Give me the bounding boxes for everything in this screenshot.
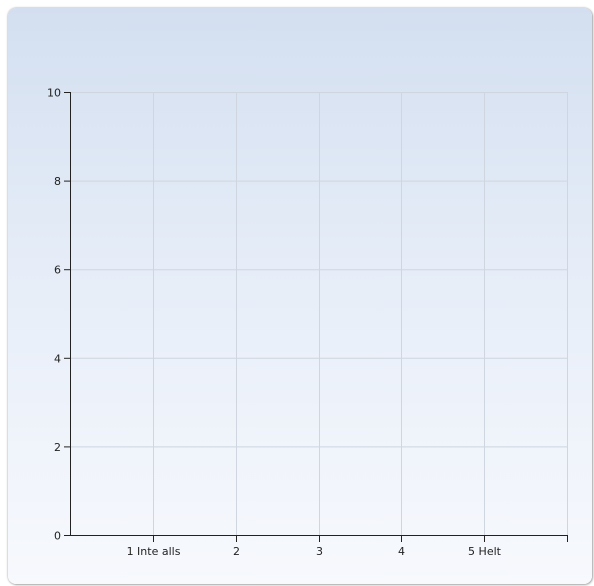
y-tick-label: 0 [54,530,61,543]
chart-panel: 0 2 4 6 8 10 1 Inte alls 2 3 4 5 Helt [8,8,592,584]
chart-svg: 0 2 4 6 8 10 1 Inte alls 2 3 4 5 Helt [47,87,568,559]
y-tick-label: 4 [54,352,61,365]
axis-layer [64,92,568,542]
y-tick-label: 8 [54,175,61,188]
x-tick-label: 1 Inte alls [127,545,181,558]
grid-layer [70,92,568,535]
x-tick-label: 3 [316,545,323,558]
x-tick-label: 5 Helt [468,545,502,558]
y-tick-label: 10 [47,87,61,100]
label-layer: 0 2 4 6 8 10 1 Inte alls 2 3 4 5 Helt [47,87,502,559]
y-tick-label: 6 [54,264,61,277]
x-tick-label: 4 [398,545,405,558]
x-tick-label: 2 [233,545,240,558]
y-tick-label: 2 [54,441,61,454]
